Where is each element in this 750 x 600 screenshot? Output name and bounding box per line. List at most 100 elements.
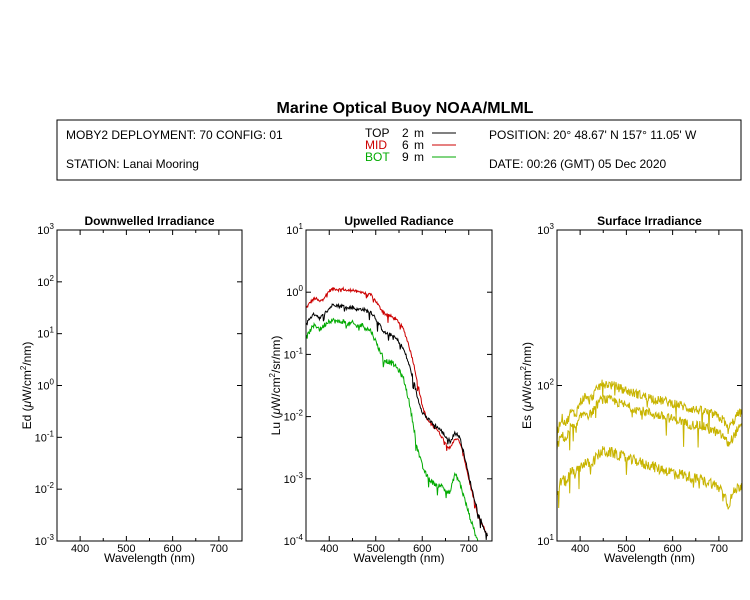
legend-name: TOP [365, 126, 389, 140]
y-tick-base: 10 [537, 536, 549, 548]
y-tick-exp: 3 [50, 222, 55, 231]
y-tick-label: 10-1 [35, 429, 55, 444]
y-tick-base: 10 [537, 225, 549, 237]
y-label-prefix: Lu ( [269, 415, 283, 436]
x-tick-label: 600 [663, 543, 681, 555]
y-tick-base: 10 [284, 536, 296, 548]
x-tick-label: 700 [710, 543, 728, 555]
y-tick-base: 10 [284, 349, 296, 361]
y-tick-base: 10 [37, 329, 49, 341]
panel-title: Surface Irradiance [597, 214, 702, 228]
y-tick-base: 10 [37, 381, 49, 393]
x-tick-label: 400 [71, 543, 89, 555]
y-label-sup: 2 [268, 372, 277, 377]
y-tick-exp: 3 [550, 222, 555, 231]
legend-unit: m [414, 138, 424, 152]
y-tick-exp: 1 [50, 326, 55, 335]
y-tick-label: 10-2 [284, 409, 304, 424]
y-tick-label: 101 [37, 326, 54, 341]
x-axis-label: Wavelength (nm) [604, 551, 695, 565]
y-tick-base: 10 [537, 381, 549, 393]
y-label-mu: μ [269, 408, 283, 416]
series-line-es-2 [557, 394, 742, 451]
series-line-top [306, 302, 488, 540]
x-axis-label: Wavelength (nm) [104, 551, 195, 565]
position-text: POSITION: 20° 48.67' N 157° 11.05' W [489, 128, 697, 142]
series-line-es-3 [557, 446, 742, 510]
y-tick-exp: 0 [50, 378, 55, 387]
series-line-es-1 [557, 379, 742, 443]
y-tick-base: 10 [284, 474, 296, 486]
y-tick-label: 102 [37, 274, 54, 289]
y-tick-label: 101 [286, 222, 303, 237]
y-tick-exp: 0 [299, 284, 304, 293]
y-tick-exp: 2 [550, 378, 555, 387]
y-tick-base: 10 [37, 225, 49, 237]
y-tick-exp: -3 [296, 471, 304, 480]
y-tick-base: 10 [35, 536, 47, 548]
y-tick-exp: -1 [47, 429, 55, 438]
y-tick-label: 10-3 [284, 471, 304, 486]
figure-title: Marine Optical Buoy NOAA/MLML [277, 100, 534, 117]
header-frame [56, 119, 742, 181]
y-label-main: W/cm [20, 370, 34, 401]
series-line-bot [306, 317, 479, 541]
y-tick-base: 10 [35, 432, 47, 444]
y-tick-label: 103 [537, 222, 554, 237]
x-tick-label: 500 [117, 543, 135, 555]
y-tick-exp: -1 [296, 346, 304, 355]
y-tick-base: 10 [284, 412, 296, 424]
y-tick-label: 100 [37, 378, 54, 393]
legend-item-bot: BOT 9 m [365, 150, 456, 164]
legend-item-top: TOP 2 m [365, 126, 456, 140]
legend-depth: 9 [402, 150, 409, 164]
deployment-text: MOBY2 DEPLOYMENT: 70 CONFIG: 01 [66, 128, 283, 142]
legend-name: MID [365, 138, 387, 152]
y-tick-base: 10 [286, 225, 298, 237]
date-text: DATE: 00:26 (GMT) 05 Dec 2020 [489, 157, 667, 171]
y-tick-exp: -3 [47, 533, 55, 542]
y-label-main: W/cm [520, 370, 534, 401]
series-group [306, 286, 488, 541]
y-label-mu: μ [520, 401, 534, 409]
legend-unit: m [414, 126, 424, 140]
y-label-sup: 2 [19, 365, 28, 370]
depth-legend: TOP 2 m MID 6 m BOT 9 m [365, 126, 456, 164]
legend-item-mid: MID 6 m [365, 138, 456, 152]
header-box: MOBY2 DEPLOYMENT: 70 CONFIG: 01 STATION:… [56, 119, 742, 181]
y-label-suffix: /sr/nm) [269, 336, 283, 373]
y-label-suffix: /nm) [20, 342, 34, 366]
x-tick-label: 600 [163, 543, 181, 555]
y-tick-label: 103 [37, 222, 54, 237]
y-tick-label: 100 [286, 284, 303, 299]
x-tick-label: 500 [617, 543, 635, 555]
plot-frame [556, 229, 743, 542]
y-tick-label: 10-3 [35, 533, 55, 548]
y-tick-label: 10-2 [35, 481, 55, 496]
legend-unit: m [414, 150, 424, 164]
y-tick-exp: 2 [50, 274, 55, 283]
x-tick-label: 700 [210, 543, 228, 555]
legend-depth: 2 [402, 126, 409, 140]
y-label-prefix: Es ( [520, 408, 534, 429]
y-tick-base: 10 [37, 277, 49, 289]
y-tick-base: 10 [35, 484, 47, 496]
y-tick-exp: 1 [299, 222, 304, 231]
y-axis-label: Ed (μW/cm2/nm) [19, 342, 34, 430]
plot-frame [56, 229, 243, 542]
legend-name: BOT [365, 150, 390, 164]
x-tick-label: 500 [367, 543, 385, 555]
y-label-main: W/cm [269, 377, 283, 408]
legend-depth: 6 [402, 138, 409, 152]
x-tick-label: 400 [320, 543, 338, 555]
y-tick-exp: -2 [296, 409, 304, 418]
x-axis-label: Wavelength (nm) [354, 551, 445, 565]
station-text: STATION: Lanai Mooring [66, 157, 199, 171]
y-tick-label: 101 [537, 533, 554, 548]
y-axis-label: Lu (μW/cm2/sr/nm) [268, 336, 283, 436]
